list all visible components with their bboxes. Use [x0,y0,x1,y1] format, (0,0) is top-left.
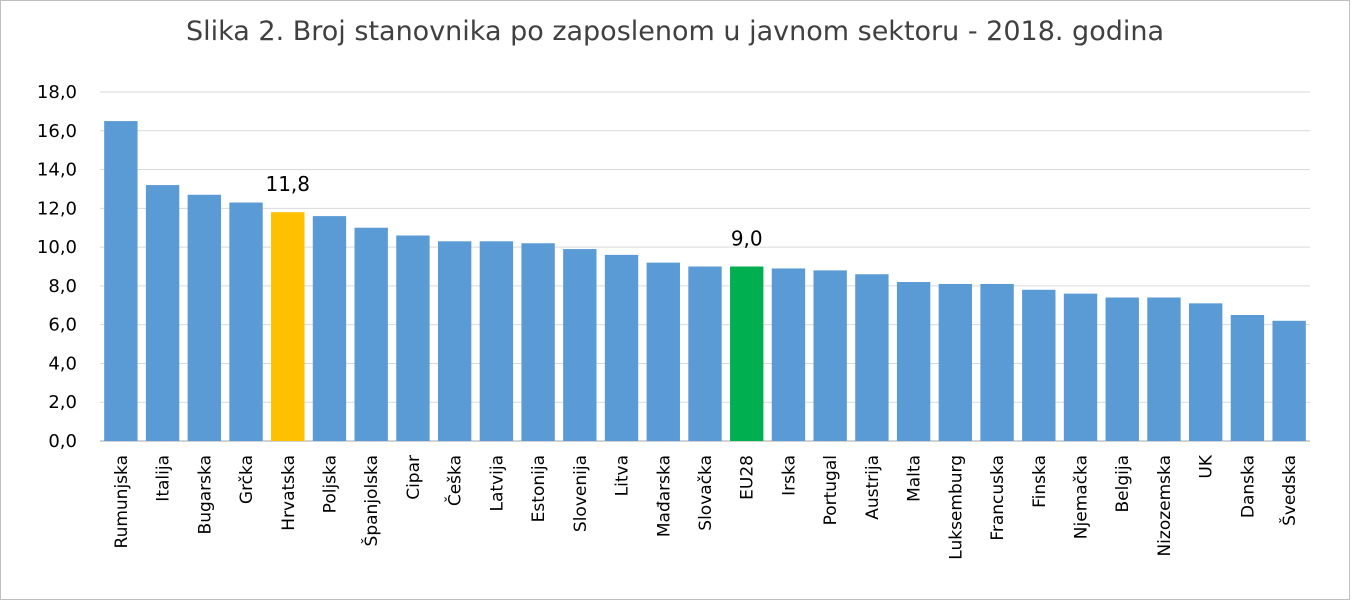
bar-švedska [1272,320,1306,441]
bar-italija [145,185,180,441]
y-axis-ticks: 0,0 2,0 4,0 6,0 8,0 10,0 12,0 14,0 16,0 18,0 [37,82,77,452]
bar-mađarska [646,262,680,441]
bar-eu28 [730,266,764,441]
y-tick-label: 6,0 [48,315,77,336]
bar-cipar [396,235,430,441]
bar-luksemburg [938,283,973,441]
x-tick-label: Malta [905,455,925,502]
x-tick-label: Španjolska [360,455,382,546]
bar-slovenija [563,249,597,441]
x-tick-label: Austrija [863,455,883,520]
x-tick-label: Slovenija [571,455,591,532]
chart-title: Slika 2. Broj stanovnika po zaposlenom u… [185,16,1165,47]
bar-estonija [521,243,555,441]
bar-grčka [229,202,263,441]
y-tick-label: 16,0 [37,121,77,142]
x-tick-label: Estonija [529,455,549,522]
bar-bugarska [187,194,221,441]
y-tick-label: 4,0 [48,353,77,374]
bar-uk [1189,303,1223,441]
x-tick-label: EU28 [738,455,758,500]
x-tick-label: UK [1197,454,1217,478]
bar-rumunjska [104,121,138,441]
y-tick-label: 18,0 [37,82,77,103]
bar-austrija [855,274,889,441]
y-tick-label: 0,0 [48,431,77,452]
bar-latvija [479,241,514,441]
x-tick-label: Luksemburg [946,455,966,560]
x-tick-label: Rumunjska [112,455,132,548]
bar-malta [896,282,931,441]
x-tick-label: Francuska [988,455,1008,541]
bar-irska [771,268,806,441]
x-tick-label: Danska [1238,455,1258,518]
x-tick-label: Italija [154,455,174,502]
y-tick-label: 2,0 [48,392,77,413]
bar-njemačka [1063,293,1098,441]
data-labels: 11,8 9,0 [265,172,762,250]
x-tick-label: Finska [1030,455,1050,508]
y-tick-label: 12,0 [37,198,77,219]
x-tick-label: Njemačka [1072,455,1092,539]
x-tick-label: Češka [444,455,466,506]
y-tick-label: 14,0 [37,160,77,181]
bar-hrvatska [271,212,305,441]
x-tick-label: Irska [779,455,799,496]
x-axis-labels: Rumunjska Italija Bugarska Grčka Hrvatska Pol… [112,454,1300,560]
bar-danska [1230,314,1265,441]
x-tick-label: Litva [613,455,633,496]
bar-belgija [1105,297,1139,441]
x-tick-label: Grčka [237,455,257,504]
bar-finska [1022,289,1056,441]
x-tick-label: Cipar [404,455,424,500]
bar-španjolska [354,227,388,441]
x-tick-label: Portugal [821,455,841,525]
x-tick-label: Belgija [1113,455,1133,513]
x-tick-label: Bugarska [195,455,215,534]
bar-češka [437,241,472,441]
bars [104,121,1306,441]
bar-litva [604,254,639,441]
x-tick-label: Hrvatska [279,455,299,531]
y-tick-label: 8,0 [48,276,77,297]
x-tick-label: Poljska [320,455,340,513]
x-tick-label: Nizozemska [1155,455,1175,557]
y-tick-label: 10,0 [37,237,77,258]
bar-slovačka [688,266,722,441]
x-tick-label: Švedska [1278,455,1300,526]
bar-francuska [980,283,1014,441]
bar-portugal [813,270,847,441]
x-tick-label: Slovačka [696,455,716,531]
data-label: 9,0 [731,227,763,251]
data-label: 11,8 [265,172,310,196]
bar-nizozemska [1147,297,1181,441]
x-tick-label: Mađarska [654,455,674,537]
bar-poljska [312,216,347,441]
x-tick-label: Latvija [487,455,507,511]
